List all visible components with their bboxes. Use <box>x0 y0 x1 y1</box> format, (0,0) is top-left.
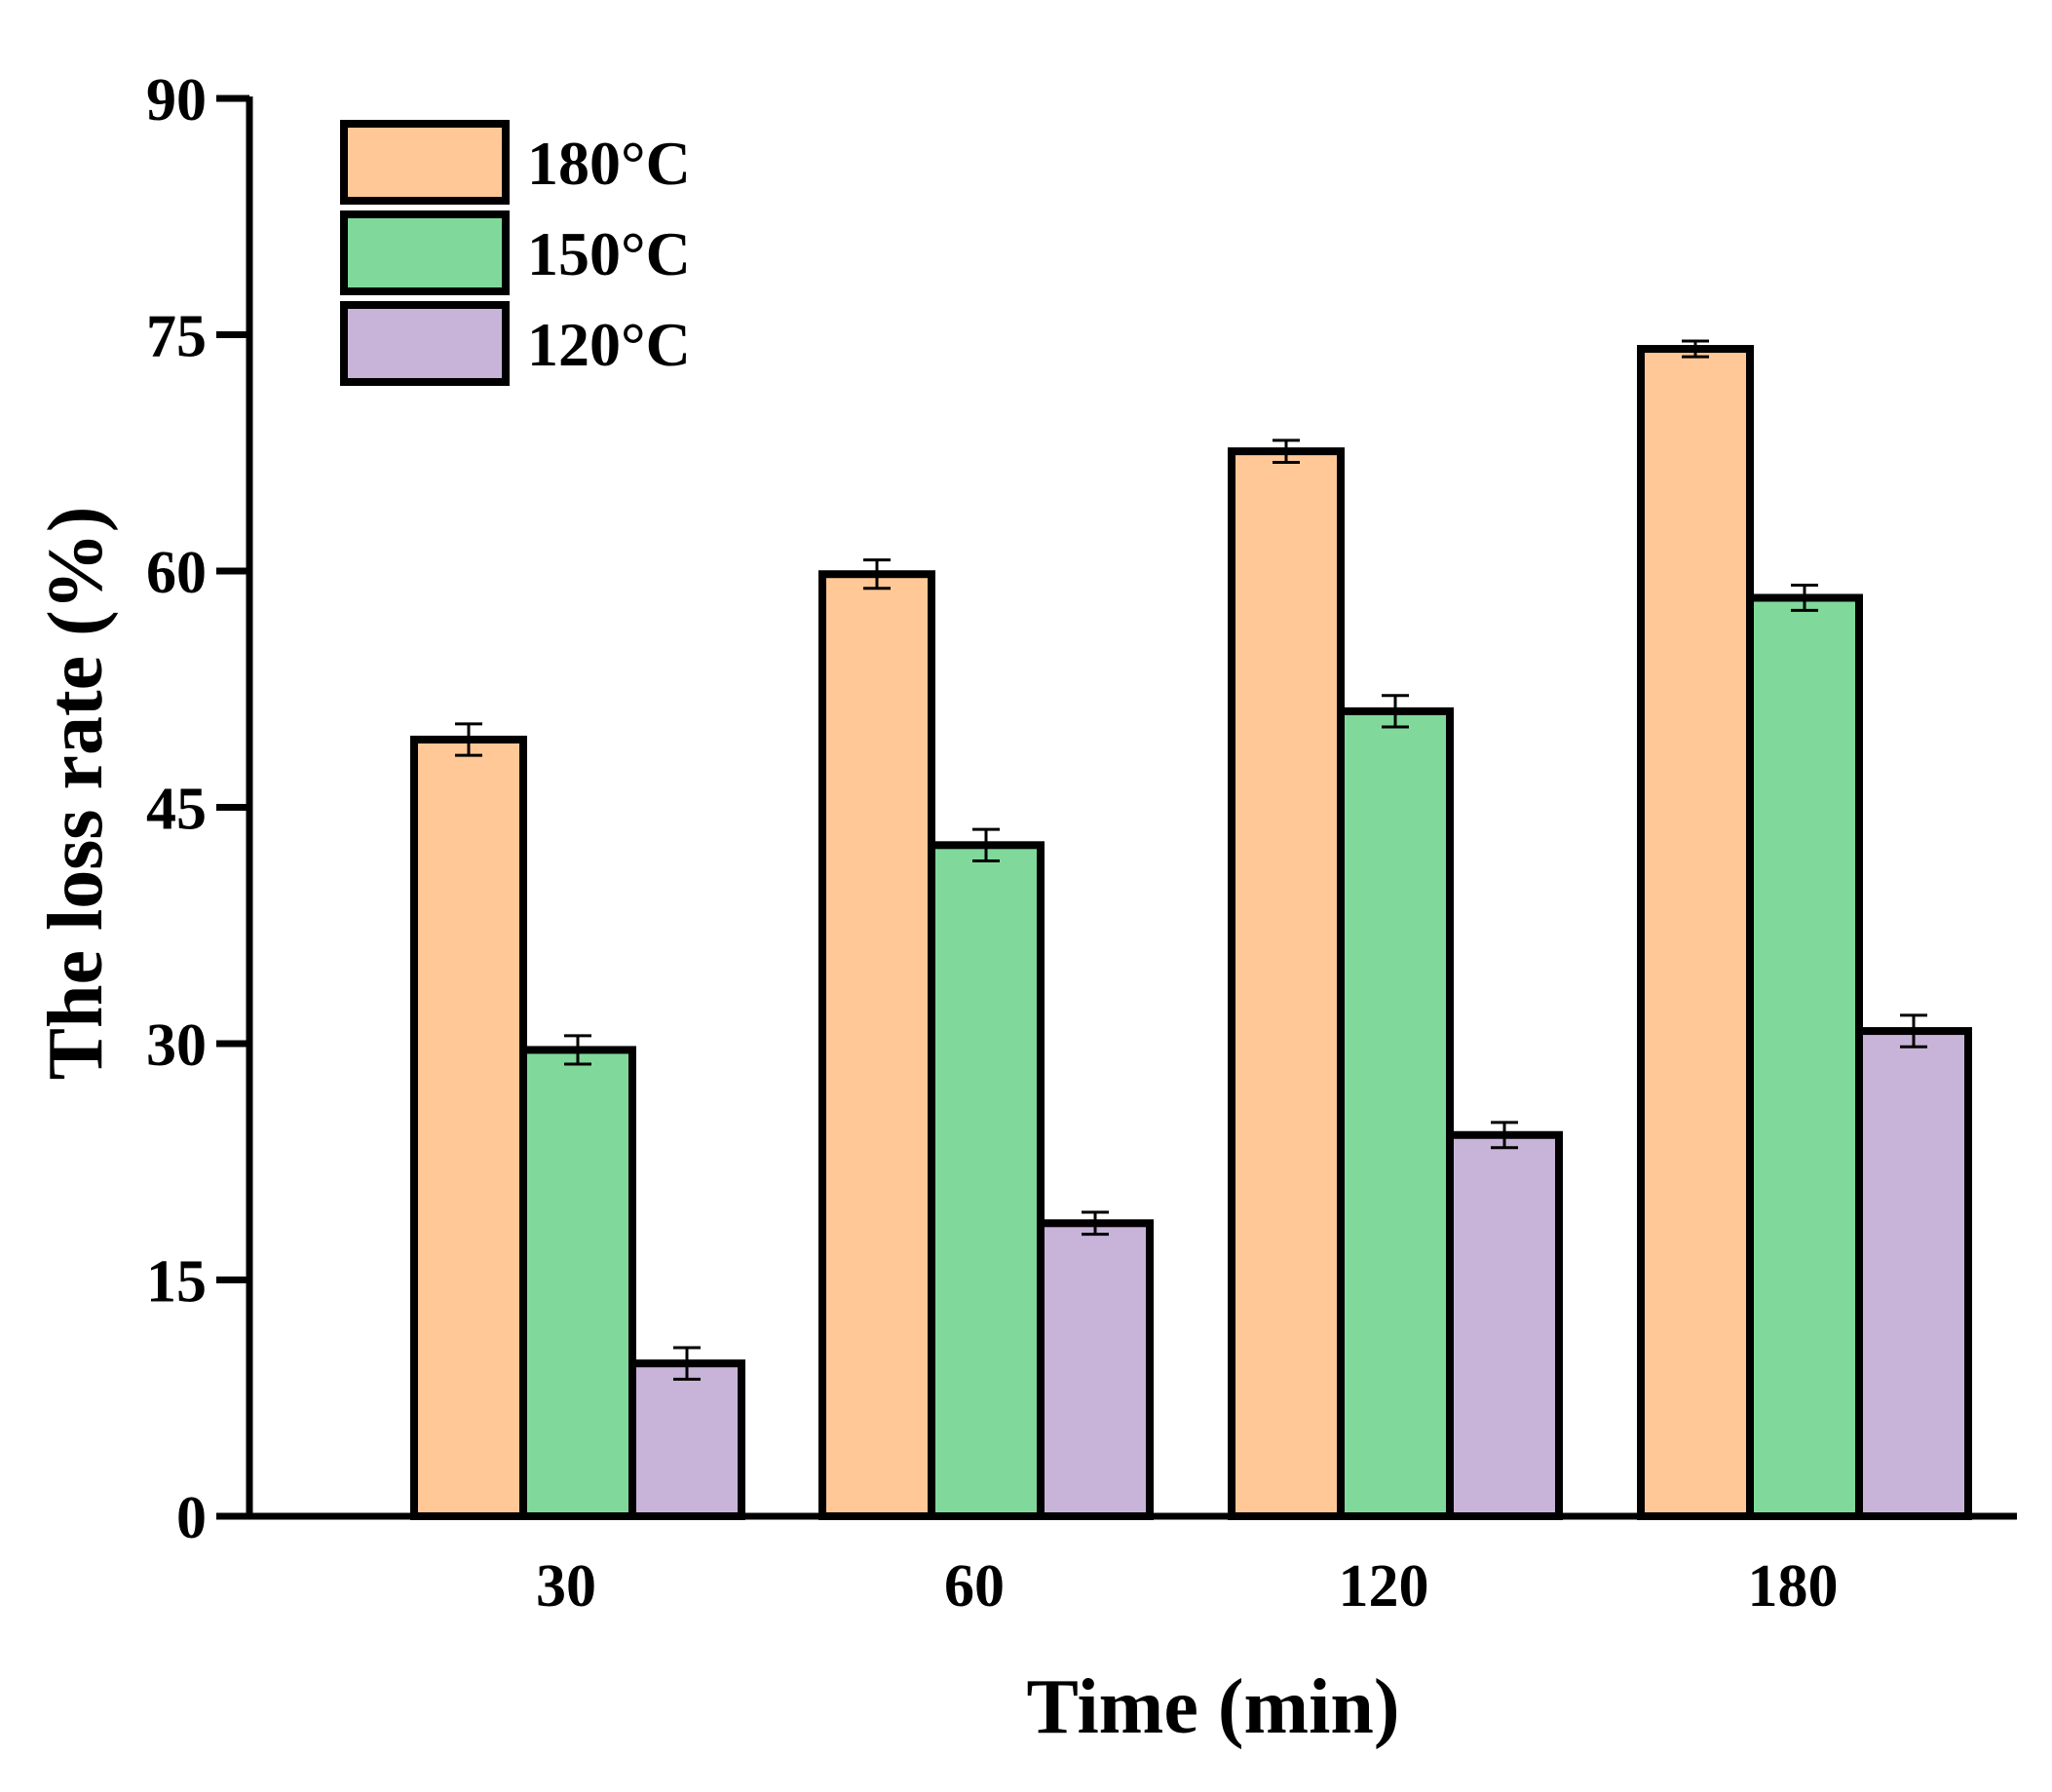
bar-180-150°C <box>1746 593 1863 1520</box>
legend-label-180°C: 180°C <box>527 129 691 198</box>
y-tick-label-45: 45 <box>146 777 207 843</box>
bar-180-180°C <box>1637 345 1754 1520</box>
legend-swatch-180°C <box>340 120 510 205</box>
x-tick-labels: 30 60 120 180 <box>536 1553 1839 1620</box>
legend-swatch-150°C <box>340 210 510 295</box>
y-tick-labels: 0 15 30 45 60 75 90 <box>146 67 207 1551</box>
axes-group <box>216 95 2017 1520</box>
bar-60-180°C <box>818 570 935 1520</box>
legend-swatch-120°C <box>340 301 510 386</box>
bar-180-120°C <box>1855 1027 1972 1520</box>
bar-120-180°C <box>1228 447 1345 1521</box>
legend-label-120°C: 120°C <box>527 310 691 379</box>
bar-30-120°C <box>628 1359 745 1521</box>
legend-label-150°C: 150°C <box>527 219 691 288</box>
bar-60-150°C <box>928 841 1045 1520</box>
x-tick-label-180: 180 <box>1748 1553 1839 1620</box>
bar-30-150°C <box>519 1046 636 1520</box>
legend: 180°C 150°C 120°C <box>340 120 691 386</box>
bar-60-120°C <box>1037 1219 1154 1521</box>
x-tick-label-60: 60 <box>944 1553 1005 1620</box>
bar-120-120°C <box>1446 1130 1563 1521</box>
y-tick-label-60: 60 <box>146 540 207 606</box>
x-tick-label-120: 120 <box>1339 1553 1429 1620</box>
bar-30-180°C <box>410 735 527 1520</box>
y-tick-label-75: 75 <box>146 304 207 370</box>
y-axis-title: The loss rate (%) <box>33 507 119 1081</box>
x-tick-label-30: 30 <box>536 1553 596 1620</box>
y-tick-label-15: 15 <box>146 1249 207 1315</box>
bar-120-150°C <box>1337 706 1454 1520</box>
y-tick-label-90: 90 <box>146 67 207 133</box>
bars-group <box>410 339 1972 1521</box>
y-tick-label-0: 0 <box>176 1485 207 1551</box>
y-tick-label-30: 30 <box>146 1012 207 1079</box>
x-axis-title: Time (min) <box>1027 1664 1400 1750</box>
